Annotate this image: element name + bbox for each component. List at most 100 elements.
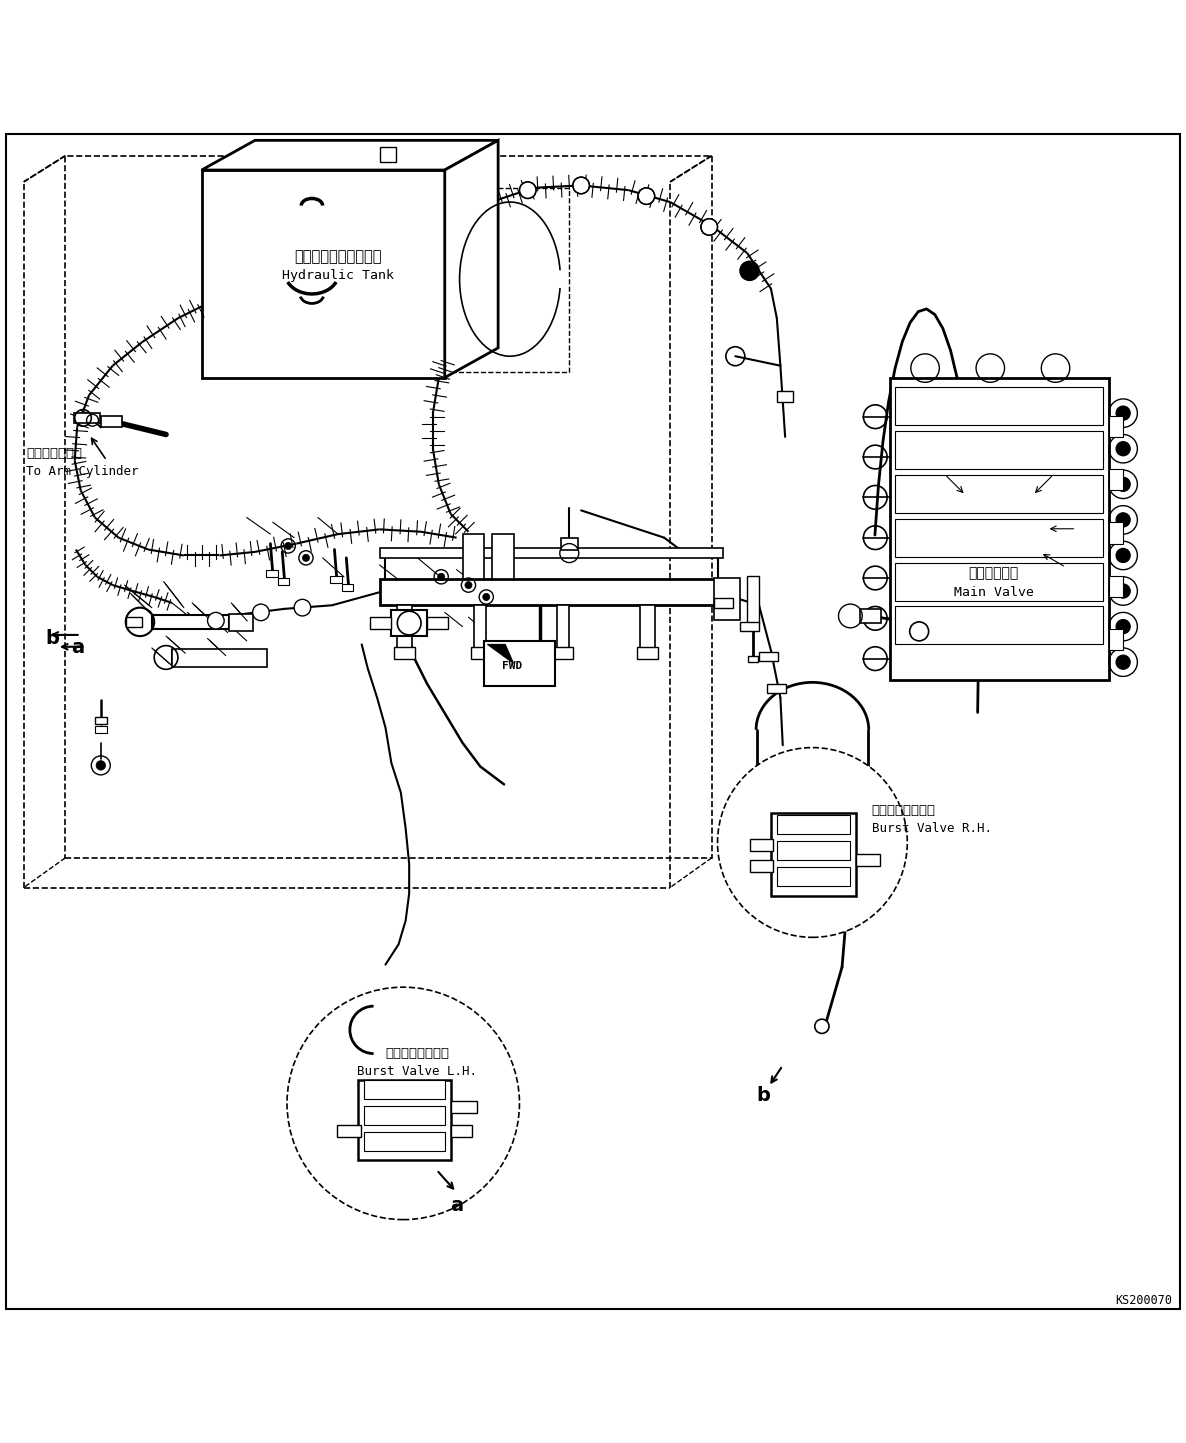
Bar	[95, 726, 107, 733]
Bar	[895, 387, 1103, 426]
Bar	[451, 188, 569, 372]
Bar	[777, 841, 850, 860]
Bar	[895, 563, 1103, 600]
Bar	[890, 378, 1109, 680]
Circle shape	[294, 599, 311, 616]
Bar	[397, 605, 412, 652]
Bar	[895, 431, 1103, 469]
Bar	[748, 657, 758, 662]
Bar	[750, 860, 773, 872]
Text: b: b	[757, 1085, 771, 1104]
Bar	[860, 609, 881, 623]
Bar	[561, 538, 578, 550]
Bar	[640, 605, 655, 652]
Bar	[451, 1124, 472, 1137]
Text: Hydraulic Tank: Hydraulic Tank	[282, 268, 394, 281]
Bar	[471, 646, 490, 658]
Circle shape	[438, 573, 445, 580]
Circle shape	[1116, 442, 1130, 456]
Text: バーストバルブ左: バーストバルブ左	[385, 1048, 449, 1061]
Bar	[380, 579, 723, 605]
Bar	[364, 1131, 445, 1152]
Bar	[777, 815, 850, 834]
Circle shape	[1116, 655, 1130, 670]
Bar	[278, 579, 289, 584]
Bar	[358, 1079, 451, 1160]
Bar	[342, 584, 353, 592]
Bar	[427, 618, 448, 629]
Circle shape	[208, 612, 224, 629]
Bar	[370, 618, 391, 629]
Circle shape	[701, 219, 718, 235]
Bar	[65, 156, 712, 859]
Text: a: a	[71, 638, 84, 658]
Circle shape	[253, 605, 269, 620]
Bar	[1109, 576, 1123, 597]
Text: ハイドロリックタンク: ハイドロリックタンク	[294, 250, 382, 264]
Text: メインバルブ: メインバルブ	[969, 566, 1019, 580]
Bar	[74, 413, 100, 423]
Circle shape	[740, 261, 759, 280]
Polygon shape	[445, 140, 498, 378]
Circle shape	[573, 177, 589, 193]
Circle shape	[1116, 548, 1130, 563]
Bar	[1109, 522, 1123, 544]
Bar	[330, 576, 342, 583]
Bar	[474, 605, 486, 652]
Bar	[759, 652, 778, 661]
Bar	[364, 1079, 445, 1098]
Bar	[856, 854, 880, 866]
Bar	[451, 1101, 477, 1113]
Bar	[101, 416, 122, 427]
Bar	[172, 651, 249, 665]
Bar	[394, 646, 415, 658]
Bar	[1109, 629, 1123, 651]
Circle shape	[302, 554, 310, 561]
Text: KS200070: KS200070	[1115, 1294, 1172, 1307]
Bar	[895, 475, 1103, 512]
Circle shape	[285, 543, 292, 550]
Text: To Arm Cylinder: To Arm Cylinder	[26, 465, 139, 478]
Bar	[337, 1124, 361, 1137]
Bar	[95, 717, 107, 724]
Bar	[777, 867, 850, 886]
Circle shape	[483, 593, 490, 600]
Circle shape	[1116, 405, 1130, 420]
Circle shape	[1116, 619, 1130, 633]
Bar	[1109, 416, 1123, 437]
Bar	[895, 518, 1103, 557]
Bar	[534, 645, 546, 652]
Bar	[202, 170, 445, 378]
Bar	[557, 605, 569, 652]
Bar	[554, 646, 573, 658]
Text: Main Valve: Main Valve	[954, 586, 1034, 599]
Polygon shape	[487, 645, 514, 664]
Text: Burst Valve L.H.: Burst Valve L.H.	[357, 1065, 478, 1078]
Bar	[714, 599, 733, 608]
Bar	[463, 534, 484, 579]
Bar	[380, 147, 396, 162]
Circle shape	[718, 747, 907, 938]
Bar	[229, 613, 253, 632]
Bar	[492, 534, 514, 579]
Text: FWD: FWD	[502, 661, 522, 671]
Bar	[740, 622, 759, 632]
Circle shape	[638, 188, 655, 205]
Bar	[777, 391, 793, 403]
Bar	[364, 1105, 445, 1124]
Bar	[266, 570, 278, 577]
Bar	[747, 576, 759, 623]
Text: a: a	[449, 1196, 464, 1215]
Bar	[714, 579, 740, 619]
Text: Burst Valve R.H.: Burst Valve R.H.	[872, 821, 991, 834]
Bar	[895, 606, 1103, 645]
Text: －ムシリンダヘ: －ムシリンダヘ	[26, 447, 82, 460]
Circle shape	[287, 987, 519, 1219]
Bar	[172, 649, 267, 667]
Circle shape	[1116, 512, 1130, 527]
Circle shape	[1116, 478, 1130, 492]
Polygon shape	[202, 140, 498, 170]
Circle shape	[96, 760, 106, 771]
Bar	[767, 684, 786, 693]
Bar	[771, 812, 856, 896]
